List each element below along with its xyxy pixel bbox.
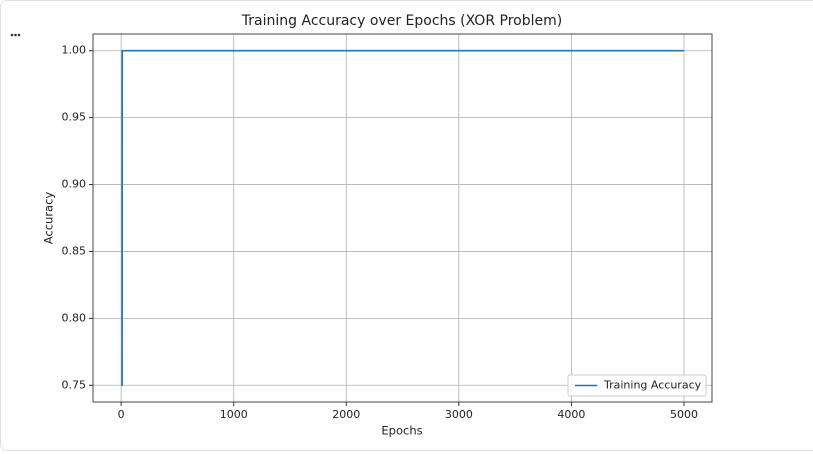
x-tick-label: 1000	[220, 408, 248, 421]
legend-label: Training Accuracy	[603, 379, 702, 392]
y-axis-label: Accuracy	[42, 192, 56, 245]
data-line	[121, 49, 684, 387]
x-tick-label: 5000	[670, 408, 698, 421]
grid	[93, 34, 712, 402]
plot	[121, 49, 684, 387]
legend: Training Accuracy	[567, 374, 707, 397]
x-axis-label: Epochs	[381, 424, 422, 438]
x-tick-label: 0	[118, 408, 125, 421]
y-tick-label: 0.95	[62, 111, 87, 124]
x-tick-label: 3000	[445, 408, 473, 421]
chart-title: Training Accuracy over Epochs (XOR Probl…	[241, 13, 562, 29]
x-tick-label: 2000	[332, 408, 360, 421]
y-tick-label: 0.90	[62, 178, 87, 191]
y-tick-label: 1.00	[62, 44, 87, 57]
y-tick-label: 0.85	[62, 244, 87, 257]
plot-frame	[92, 33, 713, 403]
more-icon[interactable]	[10, 33, 21, 37]
x-tick-label: 4000	[557, 408, 585, 421]
y-tick-label: 0.80	[62, 311, 87, 324]
legend-box	[567, 374, 707, 397]
y-tick-label: 0.75	[62, 378, 87, 391]
